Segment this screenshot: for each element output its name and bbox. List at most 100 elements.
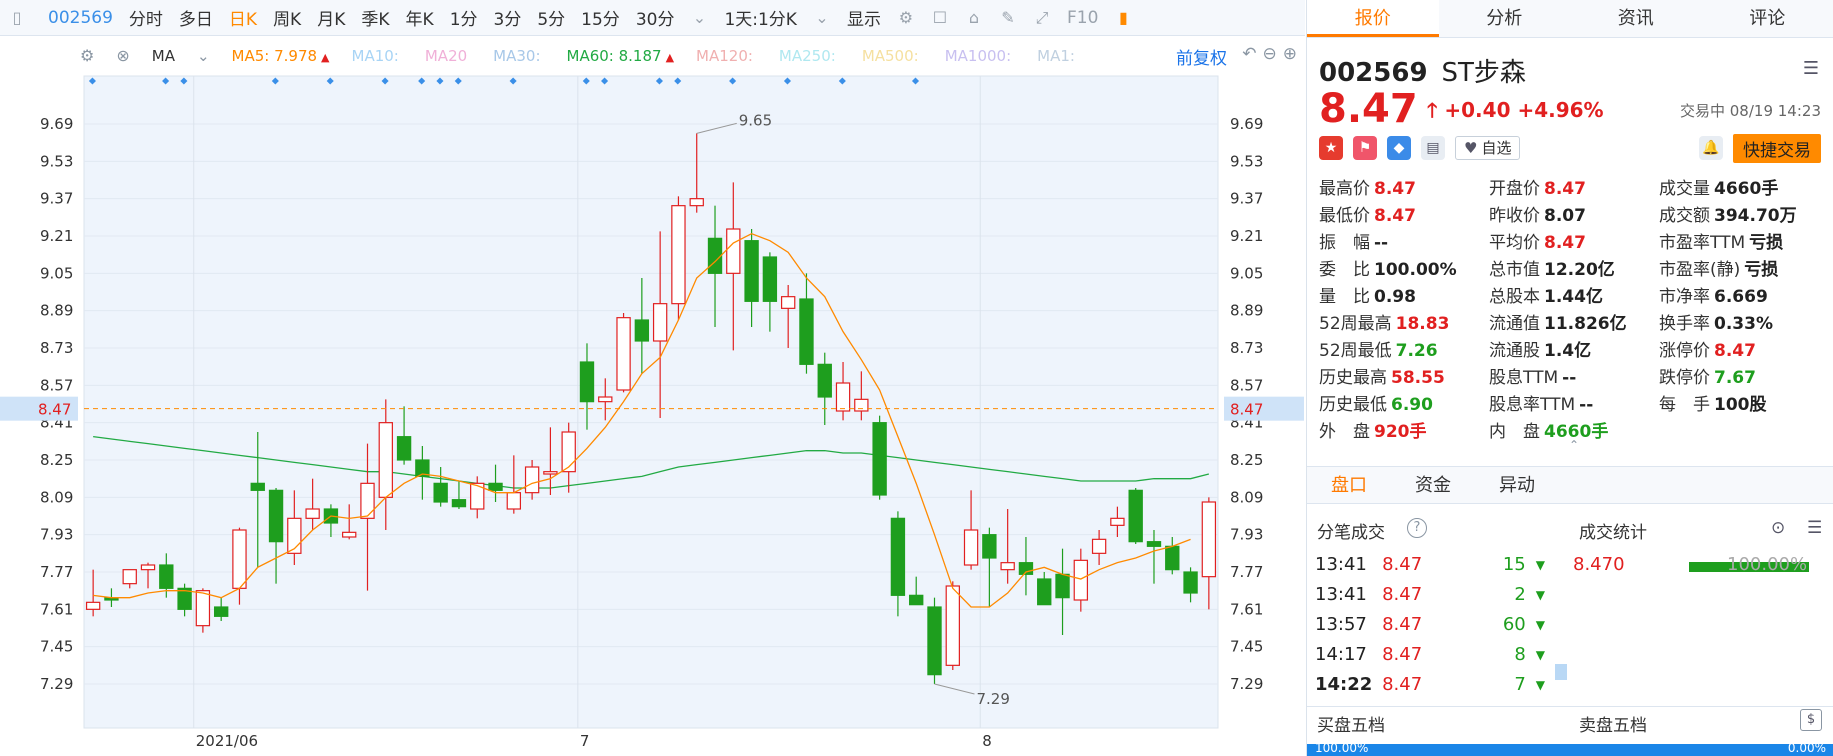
candle-body [342,531,357,538]
period-tab[interactable]: 3分 [493,10,522,30]
zoom-out-icon[interactable]: ⊖ [1262,44,1277,64]
ma-legend-label: MA30: [493,46,541,65]
period-tab[interactable]: 月K [317,10,346,30]
period-tab[interactable]: 周K [273,10,302,30]
candle-body [652,303,668,342]
y-tick-label-right: 7.61 [1230,600,1263,618]
stats-row: 振 幅 -- 平均价 8.47 市盈率TTM 亏损 [1319,230,1829,257]
stats-row: 最低价 8.47 昨收价 8.07 成交额 394.70万 [1319,203,1829,230]
zoom-in-icon[interactable]: ⊕ [1282,44,1297,64]
stat-cell: 历史最高 58.55 [1319,365,1489,392]
one-day-select[interactable]: 1天:1分K [724,10,797,30]
triangle-down-icon: ▼ [1535,678,1545,692]
expand-icon[interactable]: ⤢ [1035,7,1049,27]
triangle-down-icon: ▼ [1535,618,1545,632]
sidebar-toggle-icon[interactable]: ▯ [12,7,22,27]
square-icon[interactable]: ☐ [932,7,948,27]
candle-body [1183,571,1198,594]
close-icon[interactable]: ⊗ [116,46,130,65]
tag-icon[interactable]: ◆ [1387,136,1411,160]
y-tick-label-left: 8.25 [40,451,73,469]
camera-icon[interactable]: ⌂ [968,7,980,27]
chevron-down-icon[interactable]: ⌄ [692,7,707,27]
x-tick-label: 7 [580,732,590,750]
period-tab[interactable]: 分时 [128,10,163,30]
ma-type[interactable]: MA [151,46,175,65]
kline-chart[interactable]: ⚙ ⊗ MA ⌄ MA5: 7.978 ▲ MA10: MA20 MA30: MA60: … [0,36,1305,756]
scrollbar-thumb[interactable] [1555,664,1567,680]
candle-body [268,489,284,543]
panel-tab[interactable]: 资讯 [1617,8,1654,29]
stats-row: 量 比 0.98 总股本 1.44亿 市净率 6.669 [1319,284,1829,311]
period-tab[interactable]: 日K [228,10,258,30]
list-icon[interactable]: ☰ [1807,518,1823,538]
stat-label: 市盈率(静) [1659,260,1741,280]
stat-cell: 跌停价 7.67 [1659,365,1829,392]
y-tick-label-left: 7.93 [40,526,73,544]
panel-tab[interactable]: 分析 [1486,8,1523,29]
chart-controls: ↶ ⊖ ⊕ [1242,44,1297,64]
stat-value: 8.07 [1544,206,1586,226]
panel-tab[interactable]: 报价 [1307,0,1439,37]
period-tab[interactable]: 年K [405,10,434,30]
dollar-icon[interactable]: $ [1800,709,1822,731]
stat-value: 8.47 [1544,179,1586,199]
candle-body [707,237,723,274]
period-tab[interactable]: 1分 [449,10,478,30]
stat-cell: 成交量 4660手 [1659,176,1829,203]
stat-value: 6.669 [1714,287,1768,307]
help-icon[interactable]: ? [1407,518,1427,538]
chevron-down-icon[interactable]: ⌄ [196,46,210,65]
panel-toggle-icon[interactable]: ▮ [1118,7,1128,27]
sub-tab[interactable]: 盘口 [1331,475,1367,496]
sub-tab[interactable]: 异动 [1499,475,1535,496]
candle-body [616,317,631,391]
stat-label: 涨停价 [1659,341,1710,361]
period-tab[interactable]: 季K [361,10,390,30]
undo-icon[interactable]: ↶ [1242,44,1257,64]
doc-icon[interactable]: ▤ [1421,136,1445,160]
gear-icon[interactable]: ⚙ [898,7,914,27]
panel-tabs: 报价 分析 资讯 评论 [1307,0,1833,38]
stock-code[interactable]: 002569 [48,7,113,28]
tick-price: 8.47 [1382,554,1423,575]
stat-cell: 股息TTM -- [1489,365,1659,392]
gear-icon[interactable]: ⚙ [80,46,95,65]
flag-icon[interactable]: ★ [1319,136,1343,160]
current-price-label-right: 8.47 [1230,401,1263,419]
info-icon[interactable]: ☰ [1802,58,1819,79]
ma60-line [93,436,1210,489]
panel-tab[interactable]: 评论 [1749,8,1786,29]
collapse-icon[interactable]: ⌃ [1569,438,1580,452]
stat-cell: 52周最低 7.26 [1319,338,1489,365]
pencil-icon[interactable]: ✎ [1001,7,1015,27]
chart-svg: 9.69 9.69 9.53 9.53 9.37 9.37 9.21 9.21 9.05 9.05… [0,75,1304,750]
stats-row: 52周最低 7.26 流通股 1.4亿 涨停价 8.47 [1319,338,1829,365]
f10-button[interactable]: F10 [1066,7,1099,28]
stat-value: -- [1374,233,1389,253]
person-icon[interactable]: ⚑ [1353,136,1377,160]
adjust-mode[interactable]: 前复权 [1176,49,1227,69]
period-tab[interactable]: 30分 [635,10,675,30]
display-menu[interactable]: 显示 [846,10,881,30]
stat-cell: 历史最低 6.90 [1319,392,1489,419]
period-tab[interactable]: 5分 [537,10,566,30]
watchlist-button[interactable]: ♥ 自选 [1455,136,1521,160]
stat-cell: 涨停价 8.47 [1659,338,1829,365]
stat-cell: 外 盘 920手 [1319,419,1489,446]
candle-body [415,459,430,477]
period-tab[interactable]: 15分 [581,10,620,30]
sub-tab[interactable]: 资金 [1415,475,1451,496]
candle-body [1201,501,1217,578]
current-price-tag-left [0,396,78,421]
candle-body [598,396,613,403]
chevron-down-icon[interactable]: ⌄ [815,7,829,27]
stat-value: 7.67 [1714,368,1756,388]
stat-value: 4660手 [1544,422,1609,442]
stat-label: 流通值 [1489,314,1540,334]
more-icon[interactable]: ⊙ [1771,518,1786,538]
candle-body [1018,562,1034,575]
bell-icon[interactable]: 🔔 [1699,136,1723,160]
period-tab[interactable]: 多日 [178,10,213,30]
fast-trade-button[interactable]: 快捷交易 [1733,134,1821,163]
